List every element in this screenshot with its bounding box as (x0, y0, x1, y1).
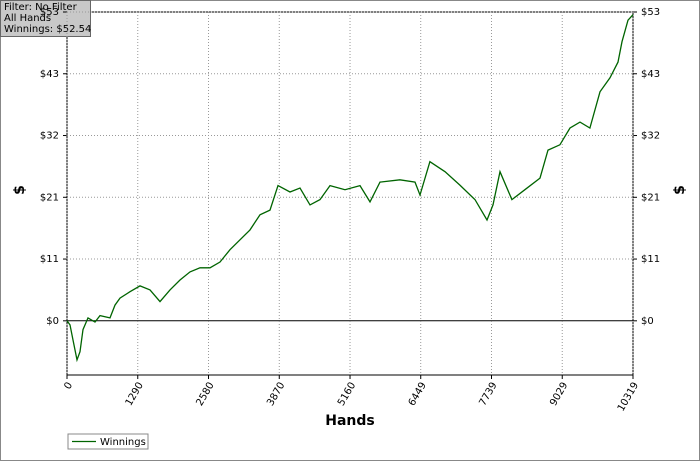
x-axis-title: Hands (325, 413, 375, 429)
y2-tick-label: $0 (641, 316, 654, 327)
y-tick-label: $11 (40, 254, 59, 265)
info-text: All Hands (4, 13, 51, 24)
y-tick-label: $53 (40, 7, 59, 18)
info-box (0, 0, 91, 37)
legend-label: Winnings (100, 437, 146, 448)
legend (67, 433, 149, 450)
y2-tick-label: $43 (641, 69, 660, 80)
y-tick-label: $0 (46, 316, 59, 327)
y-axis-title: $ (12, 185, 28, 195)
y2-tick-label: $11 (641, 254, 660, 265)
y-tick-label: $32 (40, 131, 59, 142)
line-series (66, 14, 634, 363)
y2-tick-label: $21 (641, 192, 660, 203)
y2-axis-title: $ (672, 185, 688, 195)
x-tick-label: 0 (62, 381, 75, 392)
y2-tick-label: $53 (641, 7, 660, 18)
y-tick-label: $21 (40, 192, 59, 203)
info-text: Winnings: $52.54 (4, 24, 91, 35)
y2-tick-label: $32 (641, 131, 660, 142)
y-tick-label: $43 (40, 69, 59, 80)
info-text: Filter: No Filter (4, 2, 78, 13)
